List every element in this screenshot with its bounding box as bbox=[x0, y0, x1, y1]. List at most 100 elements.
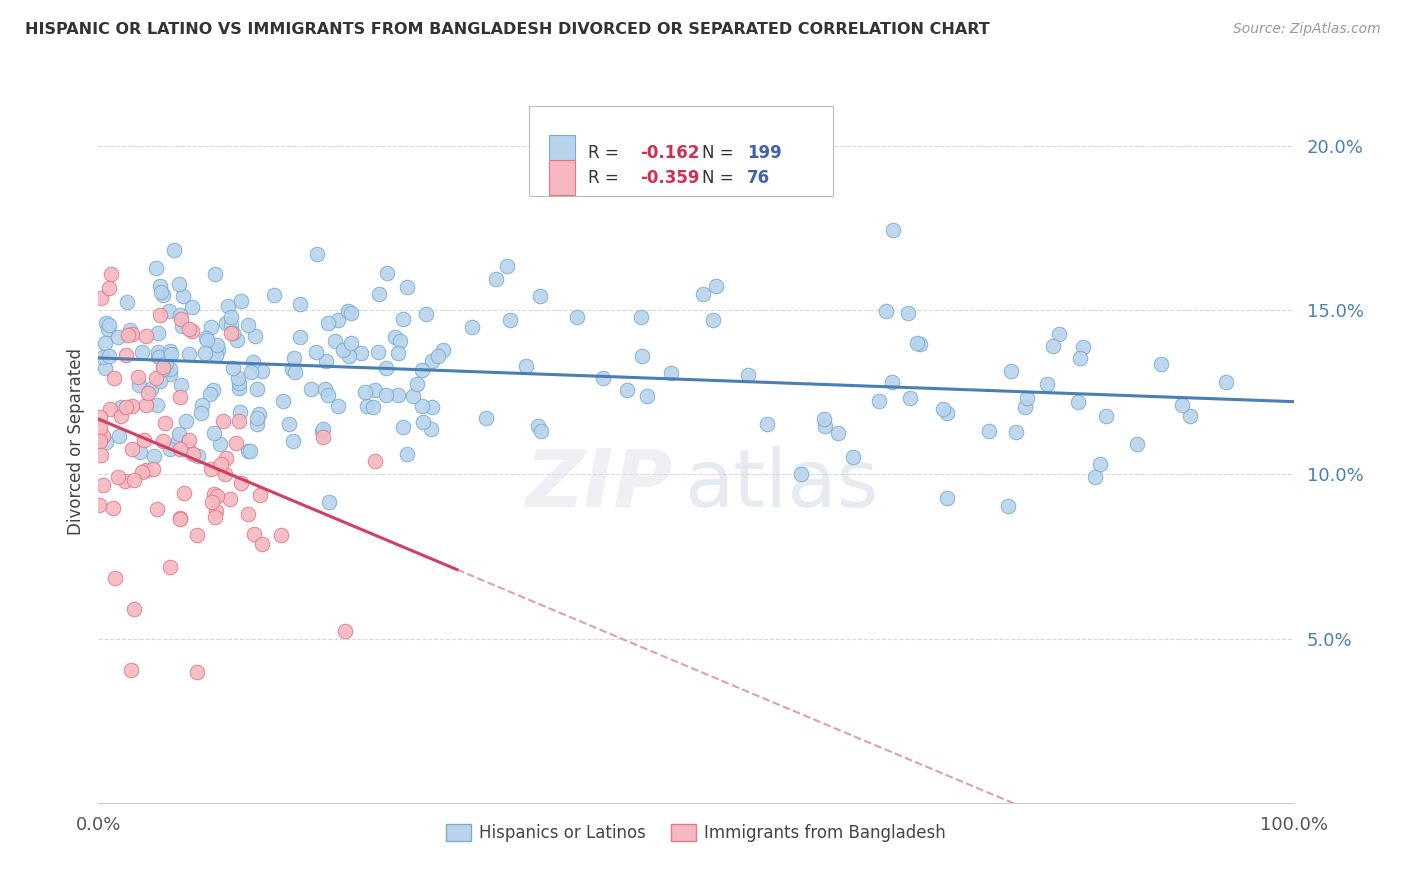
Y-axis label: Divorced or Separated: Divorced or Separated bbox=[66, 348, 84, 535]
Point bbox=[114, 348, 136, 362]
Point bbox=[932, 401, 955, 416]
Point bbox=[103, 371, 125, 385]
Point bbox=[201, 383, 224, 397]
Point bbox=[228, 376, 250, 391]
Point bbox=[1215, 376, 1237, 390]
Point bbox=[1005, 425, 1028, 439]
Point bbox=[250, 364, 273, 378]
Point bbox=[159, 343, 181, 358]
Point bbox=[179, 433, 201, 447]
Point bbox=[134, 434, 156, 448]
Point bbox=[201, 495, 224, 509]
Point bbox=[1042, 339, 1064, 353]
Point bbox=[194, 331, 217, 345]
Point bbox=[1015, 391, 1038, 405]
Point bbox=[100, 268, 122, 282]
Text: ZIP: ZIP bbox=[524, 446, 672, 524]
Point bbox=[159, 560, 181, 574]
Point bbox=[312, 430, 335, 444]
Text: HISPANIC OR LATINO VS IMMIGRANTS FROM BANGLADESH DIVORCED OR SEPARATED CORRELATI: HISPANIC OR LATINO VS IMMIGRANTS FROM BA… bbox=[25, 22, 990, 37]
Text: R =: R = bbox=[589, 169, 624, 186]
Point bbox=[228, 414, 250, 428]
Point bbox=[363, 454, 385, 468]
Point bbox=[122, 602, 145, 616]
Point bbox=[152, 362, 174, 376]
Point bbox=[328, 399, 350, 413]
Point bbox=[239, 444, 262, 458]
Point bbox=[142, 449, 165, 463]
Point bbox=[238, 318, 260, 332]
Point bbox=[89, 421, 111, 435]
Point bbox=[246, 411, 269, 425]
Point bbox=[121, 442, 143, 457]
Point bbox=[174, 414, 197, 428]
Point bbox=[354, 385, 377, 400]
Point bbox=[146, 502, 169, 516]
Point bbox=[180, 324, 202, 338]
Point bbox=[159, 362, 181, 376]
Point bbox=[415, 307, 437, 321]
Point bbox=[271, 393, 294, 408]
Point bbox=[375, 387, 398, 401]
Point bbox=[148, 345, 170, 359]
Point bbox=[636, 389, 658, 403]
Point bbox=[499, 313, 522, 327]
Point bbox=[616, 384, 638, 398]
Point bbox=[204, 509, 226, 524]
Point bbox=[1071, 340, 1094, 354]
Point bbox=[225, 436, 247, 450]
Point bbox=[312, 421, 335, 435]
Point bbox=[228, 405, 250, 419]
Point bbox=[384, 329, 406, 343]
Point bbox=[340, 335, 363, 350]
Point bbox=[281, 434, 304, 449]
Point bbox=[186, 665, 208, 679]
Point bbox=[107, 470, 129, 484]
Legend: Hispanics or Latinos, Immigrants from Bangladesh: Hispanics or Latinos, Immigrants from Ba… bbox=[439, 817, 953, 848]
Point bbox=[170, 319, 193, 334]
Point bbox=[249, 488, 271, 502]
Point bbox=[411, 399, 433, 413]
Point bbox=[226, 333, 249, 347]
Point bbox=[243, 329, 266, 343]
Point bbox=[148, 350, 170, 364]
Point bbox=[422, 401, 444, 415]
Point bbox=[395, 447, 418, 461]
Point bbox=[135, 463, 157, 477]
Point bbox=[191, 398, 214, 412]
Point bbox=[631, 349, 654, 363]
Point bbox=[375, 361, 398, 376]
Point bbox=[169, 277, 191, 291]
Point bbox=[333, 624, 356, 639]
Point bbox=[200, 319, 222, 334]
Point bbox=[90, 448, 112, 462]
Point bbox=[176, 442, 198, 457]
Point bbox=[515, 359, 537, 373]
Point bbox=[263, 288, 285, 302]
Point bbox=[242, 355, 264, 369]
Point bbox=[278, 417, 301, 431]
Point bbox=[314, 382, 336, 396]
Point bbox=[461, 320, 484, 334]
Point bbox=[170, 312, 193, 326]
Point bbox=[167, 427, 190, 442]
Point bbox=[159, 442, 181, 456]
Text: 76: 76 bbox=[748, 169, 770, 186]
Point bbox=[152, 288, 174, 302]
Point bbox=[149, 308, 172, 322]
Point bbox=[527, 419, 550, 434]
Point bbox=[530, 424, 553, 438]
Point bbox=[98, 281, 121, 295]
Point bbox=[375, 267, 398, 281]
Point bbox=[905, 335, 928, 350]
FancyBboxPatch shape bbox=[548, 136, 575, 169]
Point bbox=[214, 467, 236, 481]
Point bbox=[288, 329, 311, 343]
Point bbox=[875, 304, 897, 318]
Point bbox=[145, 398, 167, 412]
Point bbox=[336, 304, 359, 318]
Point bbox=[936, 406, 959, 420]
Point bbox=[94, 316, 117, 330]
Text: atlas: atlas bbox=[685, 446, 879, 524]
Point bbox=[110, 409, 132, 423]
